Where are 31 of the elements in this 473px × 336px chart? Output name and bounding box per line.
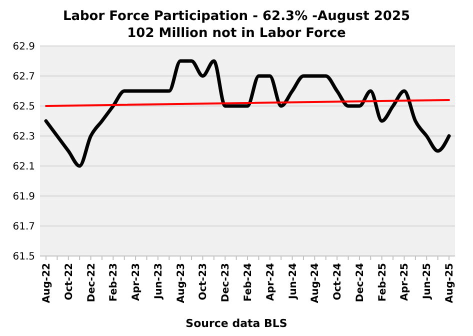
x-tick-label: Oct-24: [332, 262, 344, 300]
x-tick-label: Aug-25: [444, 262, 456, 304]
x-tick-label: Dec-22: [86, 262, 98, 302]
x-tick-label: Oct-23: [198, 262, 210, 300]
y-tick-label: 62.3: [12, 132, 35, 142]
x-tick-label: Apr-24: [265, 262, 276, 301]
x-tick-label: Aug-23: [176, 262, 187, 304]
y-tick-label: 61.7: [12, 222, 35, 232]
y-tick-label: 62.7: [12, 72, 35, 82]
chart-subtitle: 102 Million not in Labor Force: [127, 26, 346, 41]
x-tick-label: Dec-24: [354, 262, 366, 302]
y-tick-label: 61.5: [12, 252, 35, 262]
y-tick-label: 61.9: [12, 192, 35, 202]
x-tick-label: Feb-25: [377, 262, 388, 302]
x-tick-label: Apr-25: [400, 262, 411, 301]
x-tick-label: Jun-24: [288, 262, 299, 300]
x-tick-label: Dec-23: [220, 262, 232, 302]
source-note: Source data BLS: [186, 317, 288, 330]
x-tick-label: Feb-23: [108, 262, 120, 302]
y-tick-label: 62.5: [12, 102, 35, 112]
y-tick-label: 62.9: [12, 42, 35, 52]
x-tick-label: Apr-23: [131, 262, 142, 301]
chart-title: Labor Force Participation - 62.3% -August 2025: [62, 9, 410, 24]
x-tick-label: Jun-23: [153, 262, 164, 300]
x-tick-label: Oct-22: [64, 262, 75, 300]
x-tick-label: Aug-24: [310, 262, 322, 304]
y-tick-label: 62.1: [12, 162, 35, 172]
x-tick-label: Jun-25: [422, 262, 434, 300]
line-series: [44, 59, 451, 168]
x-tick-label: Feb-24: [243, 262, 254, 302]
x-tick-label: Aug-22: [42, 262, 52, 304]
